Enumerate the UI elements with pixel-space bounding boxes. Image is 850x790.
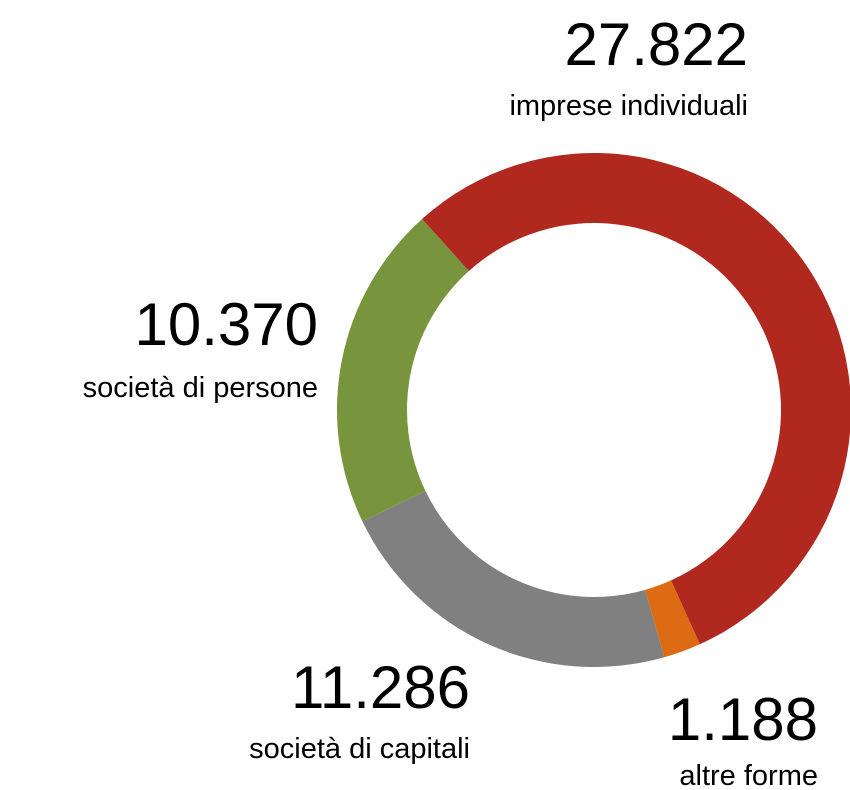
value-label: 11.286 [291, 654, 470, 721]
value-label: 1.188 [668, 686, 818, 753]
value-label: 27.822 [564, 11, 748, 78]
value-label: 10.370 [134, 291, 318, 358]
donut-segment [362, 491, 665, 668]
donut-segment [422, 153, 850, 645]
category-label: imprese individuali [509, 90, 748, 122]
donut-segment [337, 219, 469, 522]
donut-segment [645, 580, 700, 658]
category-label: società di persone [83, 372, 318, 404]
category-label: altre forme [679, 760, 818, 790]
category-label: società di capitali [249, 733, 470, 765]
